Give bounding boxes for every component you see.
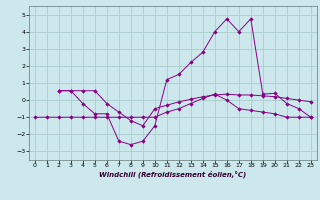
X-axis label: Windchill (Refroidissement éolien,°C): Windchill (Refroidissement éolien,°C) <box>99 171 246 178</box>
